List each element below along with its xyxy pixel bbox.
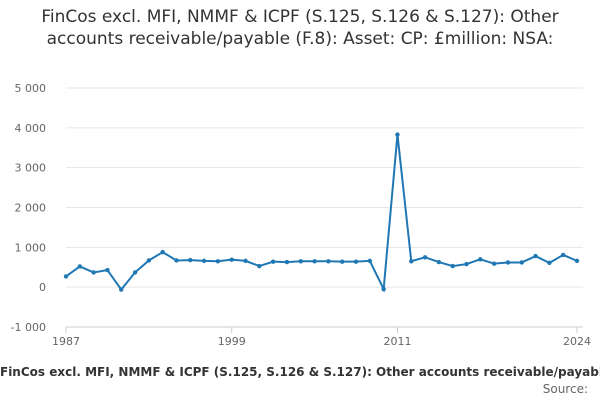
x-tick-label: 1987 bbox=[52, 335, 80, 348]
source-label: Source: bbox=[542, 382, 588, 396]
y-tick-label: -1 000 bbox=[11, 321, 46, 334]
data-point bbox=[174, 258, 179, 263]
y-axis-ticks: -1 000 0 1 000 2 000 3 000 4 000 5 000 bbox=[11, 82, 46, 334]
data-point bbox=[367, 258, 373, 264]
data-point bbox=[298, 259, 303, 264]
data-point bbox=[574, 258, 580, 264]
legend-series-label: FinCos excl. MFI, NMMF & ICPF (S.125, S.… bbox=[0, 365, 600, 379]
data-point bbox=[257, 263, 262, 269]
data-point bbox=[519, 260, 524, 265]
data-point bbox=[409, 259, 414, 264]
data-point bbox=[326, 259, 331, 264]
x-tick-label: 2024 bbox=[563, 335, 591, 348]
y-tick-label: 1 000 bbox=[15, 241, 47, 254]
data-point bbox=[91, 270, 96, 275]
y-tick-label: 4 000 bbox=[15, 122, 47, 135]
data-point bbox=[284, 259, 290, 265]
data-point bbox=[505, 260, 511, 265]
data-point bbox=[450, 263, 455, 269]
y-tick-label: 2 000 bbox=[15, 202, 47, 215]
y-tick-label: 0 bbox=[39, 281, 46, 294]
data-point bbox=[533, 253, 538, 259]
data-point bbox=[478, 257, 483, 262]
data-point bbox=[353, 259, 359, 264]
series-points bbox=[63, 132, 580, 292]
data-point bbox=[422, 255, 428, 260]
data-point bbox=[560, 252, 566, 258]
data-point bbox=[119, 287, 124, 292]
data-point bbox=[395, 132, 400, 137]
data-point bbox=[215, 259, 221, 264]
data-point bbox=[146, 258, 152, 263]
data-point bbox=[312, 259, 317, 264]
data-point bbox=[381, 286, 386, 292]
data-point bbox=[340, 259, 345, 264]
data-point bbox=[132, 270, 138, 275]
grid-lines bbox=[66, 87, 583, 328]
data-point bbox=[229, 257, 234, 262]
data-point bbox=[105, 267, 110, 273]
data-point bbox=[188, 257, 193, 263]
y-tick-label: 3 000 bbox=[15, 162, 47, 175]
x-tick-label: 2011 bbox=[383, 335, 411, 348]
data-point bbox=[201, 258, 207, 264]
data-point bbox=[436, 259, 442, 265]
data-point bbox=[491, 261, 497, 266]
y-tick-label: 5 000 bbox=[15, 82, 47, 95]
x-axis-ticks: 1987 1999 2011 2024 bbox=[52, 326, 591, 348]
chart-title: FinCos excl. MFI, NMMF & ICPF (S.125, S.… bbox=[41, 7, 559, 49]
data-point bbox=[63, 274, 69, 279]
x-tick-label: 1999 bbox=[218, 335, 246, 348]
data-point bbox=[243, 258, 248, 264]
data-point bbox=[547, 260, 552, 266]
data-point bbox=[464, 261, 469, 267]
data-point bbox=[160, 249, 165, 255]
data-point bbox=[270, 259, 276, 264]
data-point bbox=[77, 264, 83, 269]
series-line bbox=[65, 134, 578, 293]
